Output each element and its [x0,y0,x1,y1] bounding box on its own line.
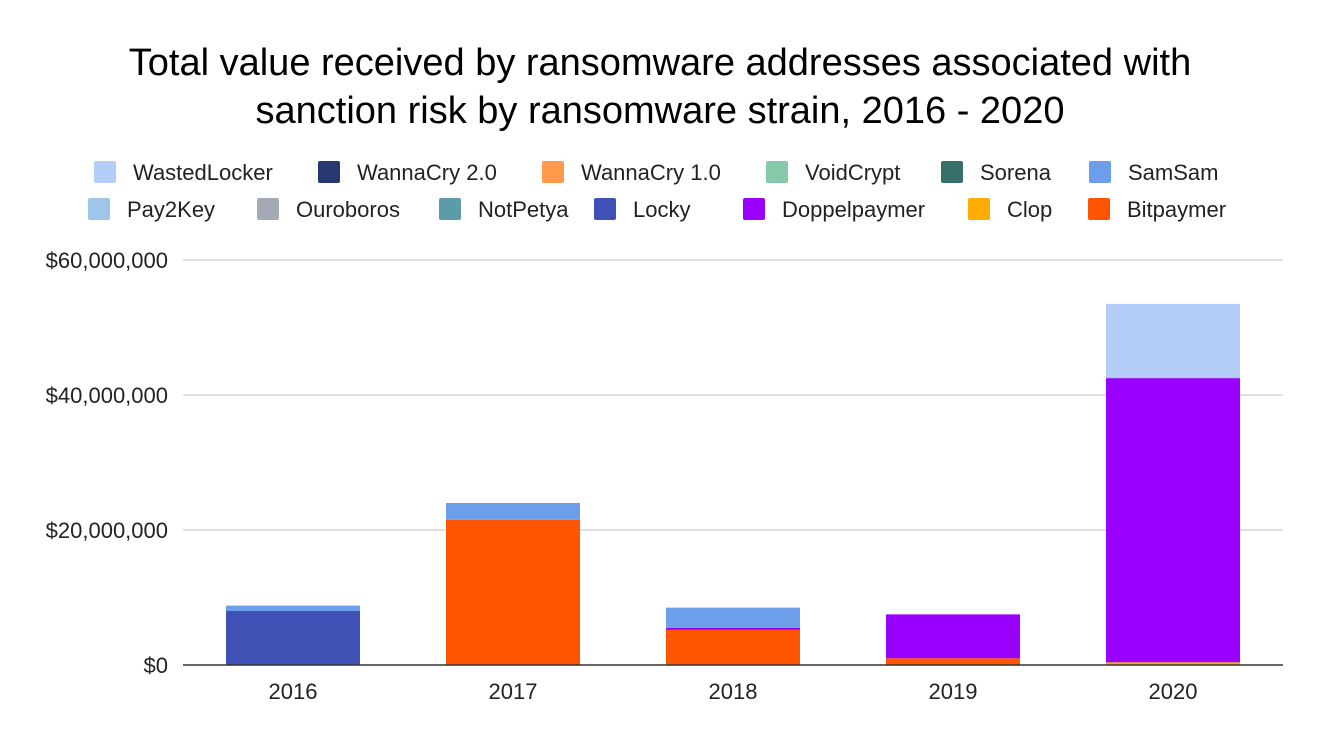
bar-2020-wastedlocker [1106,303,1240,377]
legend-item-bitpaymer: Bitpaymer [1088,197,1226,222]
bar-2018-doppelpaymer [666,627,800,630]
legend-item-doppelpaymer: Doppelpaymer [743,197,925,222]
bar-stack-2018 [666,607,800,665]
legend-item-sorena: Sorena [941,160,1052,185]
legend-swatch-wannacry-2-0 [318,161,340,183]
bar-2016-locky [226,611,360,665]
legend-item-wastedlocker: WastedLocker [94,160,273,185]
bar-2016-samsam [226,605,360,611]
legend-item-voidcrypt: VoidCrypt [766,160,900,185]
bar-stack-2019 [886,614,1020,665]
legend-label-wannacry-2-0: WannaCry 2.0 [357,160,497,185]
bar-2017-bitpaymer [446,519,580,665]
legend-item-ouroboros: Ouroboros [257,197,400,222]
x-tick-label: 2019 [929,679,978,704]
legend-label-clop: Clop [1007,197,1052,222]
legend-label-pay2key: Pay2Key [127,197,215,222]
legend-swatch-bitpaymer [1088,198,1110,220]
axes: $0 $20,000,000 $40,000,000 $60,000,000 2016 2… [46,248,1283,704]
legend-swatch-ouroboros [257,198,279,220]
x-tick-label: 2016 [269,679,318,704]
legend-swatch-wannacry-1-0 [542,161,564,183]
bars [226,303,1240,665]
legend-item-pay2key: Pay2Key [88,197,215,222]
legend-label-locky: Locky [633,197,690,222]
bar-2019-doppelpaymer [886,614,1020,659]
chart-title-line-2: sanction risk by ransomware strain, 2016… [256,90,1065,132]
legend-swatch-samsam [1089,161,1111,183]
x-tick-label: 2017 [489,679,538,704]
x-tick-label: 2018 [709,679,758,704]
legend-label-notpetya: NotPetya [478,197,569,222]
bar-stack-2017 [446,503,580,665]
legend-swatch-locky [594,198,616,220]
bar-2018-bitpaymer [666,629,800,665]
legend-label-doppelpaymer: Doppelpaymer [782,197,925,222]
legend-item-locky: Locky [594,197,690,222]
legend-item-clop: Clop [968,197,1052,222]
legend-swatch-voidcrypt [766,161,788,183]
legend: WastedLocker WannaCry 2.0 WannaCry 1.0 Void… [88,160,1226,222]
legend-label-wastedlocker: WastedLocker [133,160,273,185]
legend-item-wannacry-1-0: WannaCry 1.0 [542,160,721,185]
chart-title-line-1: Total value received by ransomware addre… [129,42,1191,84]
legend-label-wannacry-1-0: WannaCry 1.0 [581,160,721,185]
bar-2020-doppelpaymer [1106,378,1240,663]
legend-label-ouroboros: Ouroboros [296,197,400,222]
bar-stack-2020 [1106,303,1240,665]
bar-2017-samsam [446,503,580,520]
legend-swatch-doppelpaymer [743,198,765,220]
y-tick-label: $0 [144,653,168,678]
legend-swatch-pay2key [88,198,110,220]
gridlines [183,259,1283,531]
legend-label-voidcrypt: VoidCrypt [805,160,900,185]
legend-swatch-wastedlocker [94,161,116,183]
legend-item-wannacry-2-0: WannaCry 2.0 [318,160,497,185]
bar-2019-bitpaymer [886,658,1020,665]
y-tick-label: $20,000,000 [46,518,168,543]
y-tick-label: $40,000,000 [46,383,168,408]
legend-label-samsam: SamSam [1128,160,1218,185]
legend-swatch-notpetya [439,198,461,220]
x-tick-label: 2020 [1149,679,1198,704]
legend-label-sorena: Sorena [980,160,1052,185]
bar-2018-samsam [666,607,800,628]
legend-item-samsam: SamSam [1089,160,1218,185]
legend-item-notpetya: NotPetya [439,197,569,222]
bar-2020-pay2key [1106,376,1240,379]
legend-swatch-sorena [941,161,963,183]
legend-label-bitpaymer: Bitpaymer [1127,197,1226,222]
y-tick-label: $60,000,000 [46,248,168,273]
bar-stack-2016 [226,605,360,665]
chart-title: Total value received by ransomware addre… [129,42,1191,132]
legend-swatch-clop [968,198,990,220]
bar-2020-clop [1106,662,1240,665]
